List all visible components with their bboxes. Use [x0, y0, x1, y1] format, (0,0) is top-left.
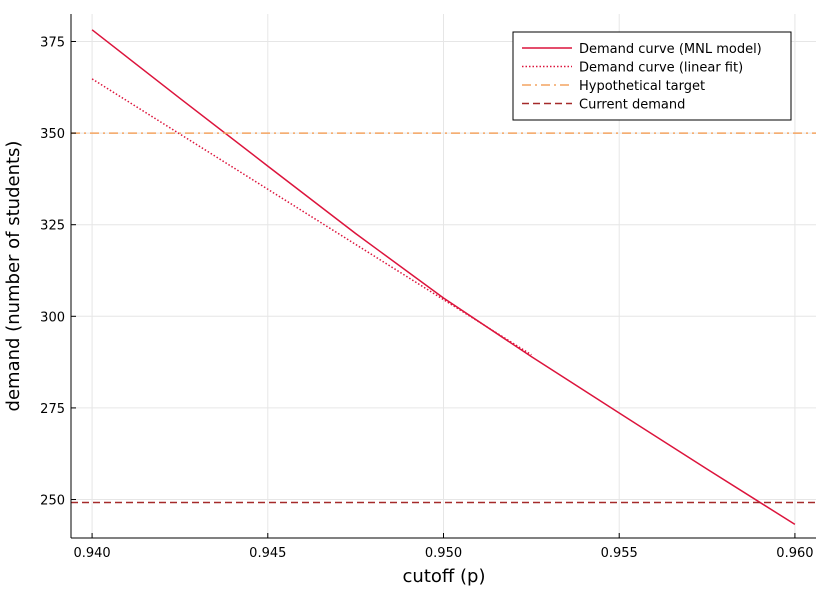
x-tick-label: 0.960: [776, 546, 813, 561]
legend-label-3: Hypothetical target: [579, 79, 705, 94]
y-tick-label: 350: [40, 127, 65, 142]
y-tick-label: 300: [40, 310, 65, 325]
y-tick-label: 325: [40, 219, 65, 234]
y-tick-label: 375: [40, 35, 65, 50]
y-tick-label: 250: [40, 494, 65, 509]
tick-labels: 0.940 0.945 0.950 0.955 0.960 250 275 300 325 350…: [40, 35, 813, 561]
legend: Demand curve (MNL model) Demand curve (li…: [512, 31, 792, 121]
legend-label-1: Demand curve (MNL model): [579, 42, 762, 57]
series-line-1: [91, 29, 796, 526]
series-layer: [71, 29, 816, 526]
legend-box: [512, 31, 792, 121]
series-line-2: [91, 78, 532, 356]
y-tick-label: 275: [40, 402, 65, 417]
legend-label-2: Demand curve (linear fit): [579, 61, 743, 76]
x-tick-label: 0.950: [425, 546, 462, 561]
y-axis-title: demand (number of students): [3, 141, 24, 412]
axes: [70, 14, 816, 539]
x-tick-label: 0.955: [601, 546, 638, 561]
x-axis-title: cutoff (p): [403, 566, 486, 587]
legend-label-4: Current demand: [579, 98, 685, 113]
grid-lines: [71, 14, 816, 538]
x-tick-label: 0.945: [249, 546, 286, 561]
x-tick-label: 0.940: [73, 546, 110, 561]
